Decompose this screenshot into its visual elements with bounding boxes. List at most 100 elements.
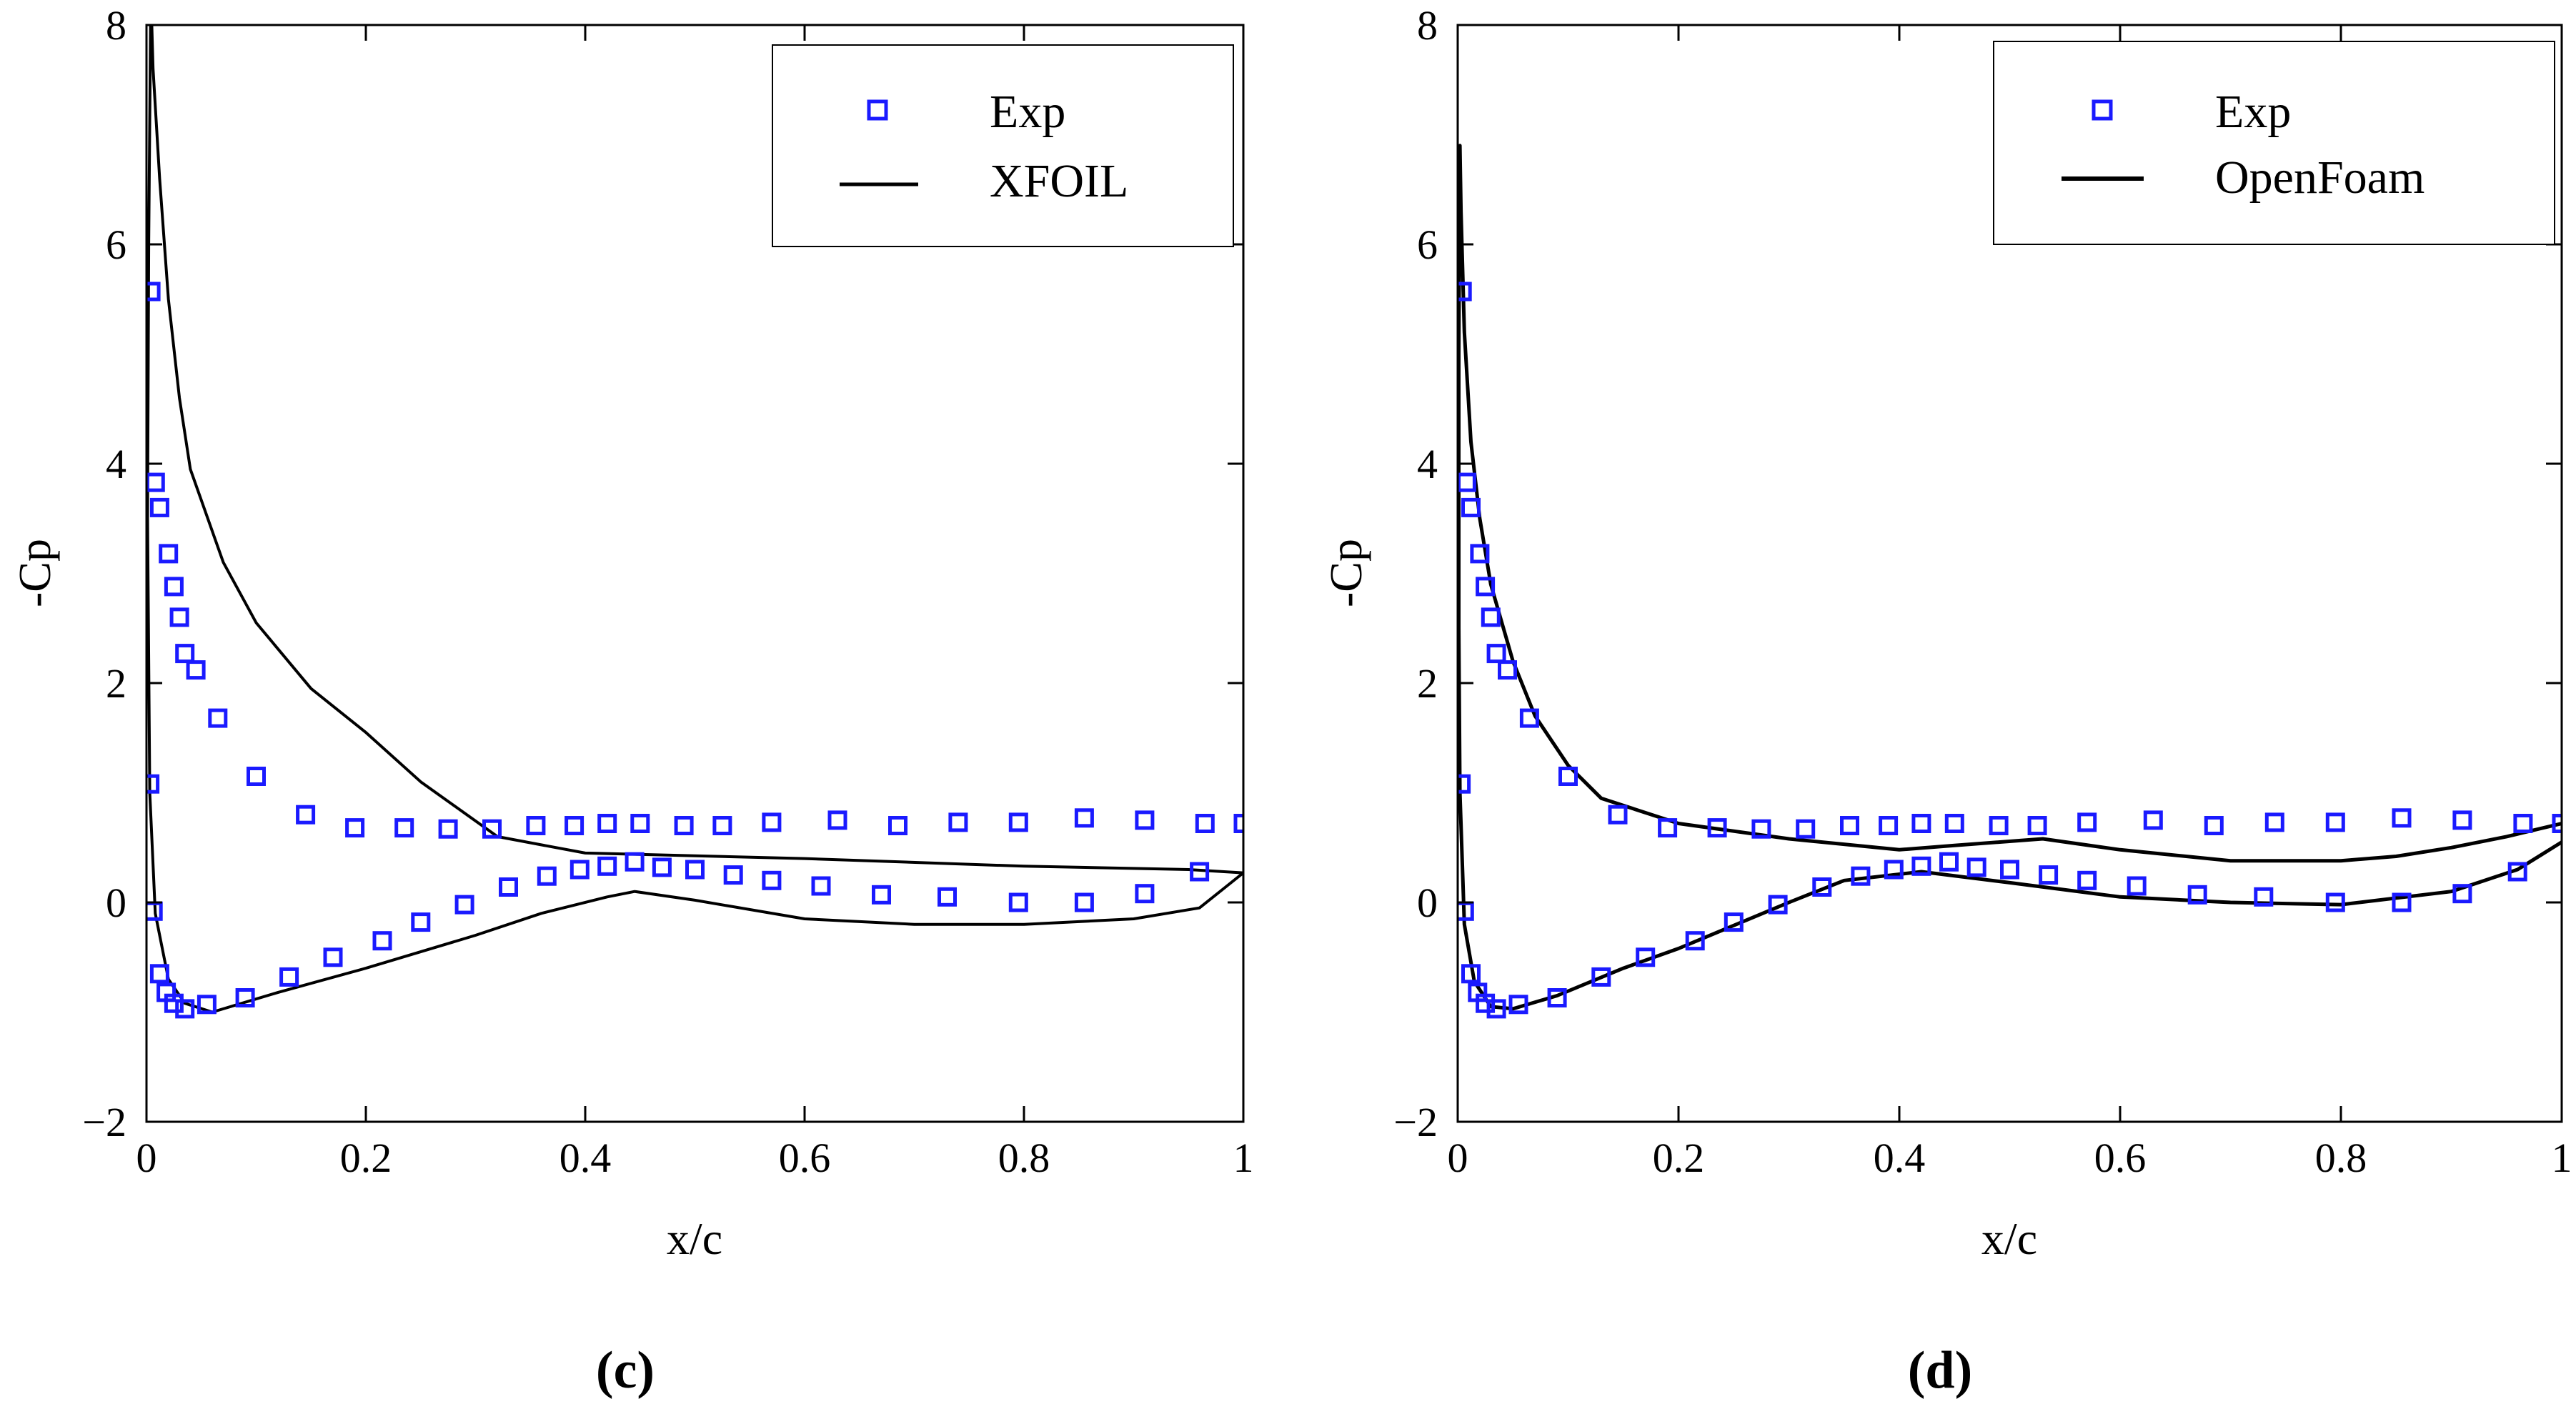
- data-point-exp: [159, 544, 179, 564]
- data-point-exp: [499, 877, 518, 897]
- x-tick-label: 0: [1448, 1135, 1468, 1181]
- data-point-exp: [1685, 931, 1705, 951]
- data-point-exp: [2452, 884, 2472, 904]
- data-point-exp: [2077, 812, 2097, 832]
- data-point-exp: [186, 660, 206, 680]
- data-point-exp: [888, 816, 907, 835]
- data-point-exp: [2204, 816, 2224, 835]
- plot-area: [146, 25, 1243, 1019]
- y-axis-label: -Cp: [9, 539, 60, 607]
- data-point-exp: [438, 819, 458, 839]
- data-point-exp: [827, 810, 847, 830]
- legend-marker-square: [867, 99, 888, 121]
- data-point-exp: [2187, 885, 2207, 905]
- data-point-exp: [872, 885, 891, 905]
- y-tick-label: 6: [106, 221, 126, 268]
- data-point-exp: [2507, 862, 2527, 882]
- data-point-exp: [762, 870, 782, 890]
- data-point-exp: [1498, 660, 1517, 680]
- data-point-exp: [279, 967, 299, 987]
- y-tick-label: 8: [1417, 2, 1438, 49]
- data-point-exp: [1486, 644, 1506, 664]
- data-point-exp: [762, 812, 782, 832]
- data-point-exp: [1768, 895, 1788, 915]
- data-point-exp: [1233, 814, 1243, 833]
- data-point-exp: [1591, 967, 1611, 987]
- plot-frame: [1456, 24, 2563, 1123]
- data-point-exp: [1135, 810, 1155, 830]
- data-point-exp: [235, 988, 255, 1007]
- data-point-exp: [411, 912, 431, 932]
- y-tick-label: 4: [1417, 441, 1438, 487]
- data-point-exp: [482, 819, 502, 839]
- legend: Exp OpenFoam: [1993, 41, 2555, 245]
- data-point-exp: [938, 887, 957, 907]
- data-point-exp: [811, 876, 831, 896]
- data-point-exp: [1074, 892, 1094, 912]
- panel-label-close: ): [637, 1341, 655, 1400]
- x-tick-label: 1: [2552, 1135, 2572, 1181]
- data-point-exp: [1481, 607, 1501, 627]
- data-point-exp: [1751, 819, 1771, 839]
- data-point-exp: [1724, 912, 1744, 932]
- legend-label-exp: Exp: [2215, 86, 2291, 138]
- data-point-exp: [1476, 993, 1496, 1013]
- legend: Exp XFOIL: [772, 44, 1234, 247]
- data-point-exp: [1486, 999, 1506, 1019]
- data-point-exp: [2264, 812, 2284, 832]
- data-point-exp: [146, 774, 160, 794]
- y-axis-label: -Cp: [1321, 539, 1371, 607]
- data-point-exp: [2452, 810, 2472, 830]
- series-line-xfoil: [146, 25, 1243, 1014]
- data-point-exp: [372, 931, 392, 951]
- panel-label: (d): [1908, 1341, 1972, 1400]
- data-point-exp: [1911, 856, 1931, 876]
- data-point-exp: [597, 814, 617, 833]
- data-point-exp: [149, 497, 169, 517]
- data-point-exp: [2127, 876, 2147, 896]
- legend-label-xfoil: XFOIL: [990, 155, 1128, 207]
- data-point-exp: [1939, 852, 1959, 872]
- panel-label: (c): [596, 1341, 655, 1400]
- panel-label-open: (: [596, 1341, 614, 1400]
- plot-area: [1458, 144, 2562, 1019]
- data-point-exp: [1944, 814, 1964, 833]
- data-point-exp: [175, 644, 195, 664]
- y-tick-label: 6: [1417, 221, 1438, 268]
- legend-marker-square: [2092, 99, 2113, 121]
- data-point-exp: [948, 812, 968, 832]
- data-point-exp: [2392, 892, 2412, 912]
- data-point-exp: [1074, 808, 1094, 828]
- data-point-exp: [2077, 870, 2097, 890]
- panel-label-open: (: [1908, 1341, 1926, 1400]
- data-point-exp: [1135, 884, 1155, 904]
- data-point-exp: [1195, 814, 1215, 833]
- y-tick-label: 2: [106, 660, 126, 707]
- data-point-exp: [169, 607, 189, 627]
- x-tick-label: 0.8: [2315, 1135, 2367, 1181]
- data-point-exp: [1812, 877, 1832, 897]
- data-point-exp: [2143, 810, 2163, 830]
- data-point-exp: [1707, 818, 1727, 838]
- data-point-exp: [1458, 774, 1471, 794]
- data-point-exp: [1476, 577, 1496, 597]
- data-point-exp: [1558, 767, 1578, 786]
- data-point-exp: [197, 995, 217, 1015]
- x-axis-label: x/c: [667, 1213, 722, 1264]
- legend-label-openfoam: OpenFoam: [2215, 151, 2425, 204]
- data-point-exp: [164, 577, 184, 597]
- x-tick-label: 0: [136, 1135, 157, 1181]
- data-point-exp: [394, 818, 414, 838]
- data-point-exp: [345, 818, 365, 838]
- data-point-exp: [164, 993, 184, 1013]
- plot-frame: [145, 24, 1245, 1123]
- x-tick-label: 0.4: [560, 1135, 612, 1181]
- data-point-exp: [565, 816, 585, 835]
- x-tick-label: 0.2: [340, 1135, 392, 1181]
- data-point-exp: [1658, 818, 1678, 838]
- data-point-exp: [2325, 812, 2345, 832]
- x-tick-label: 0.2: [1653, 1135, 1705, 1181]
- panel-label-close: ): [1955, 1341, 1973, 1400]
